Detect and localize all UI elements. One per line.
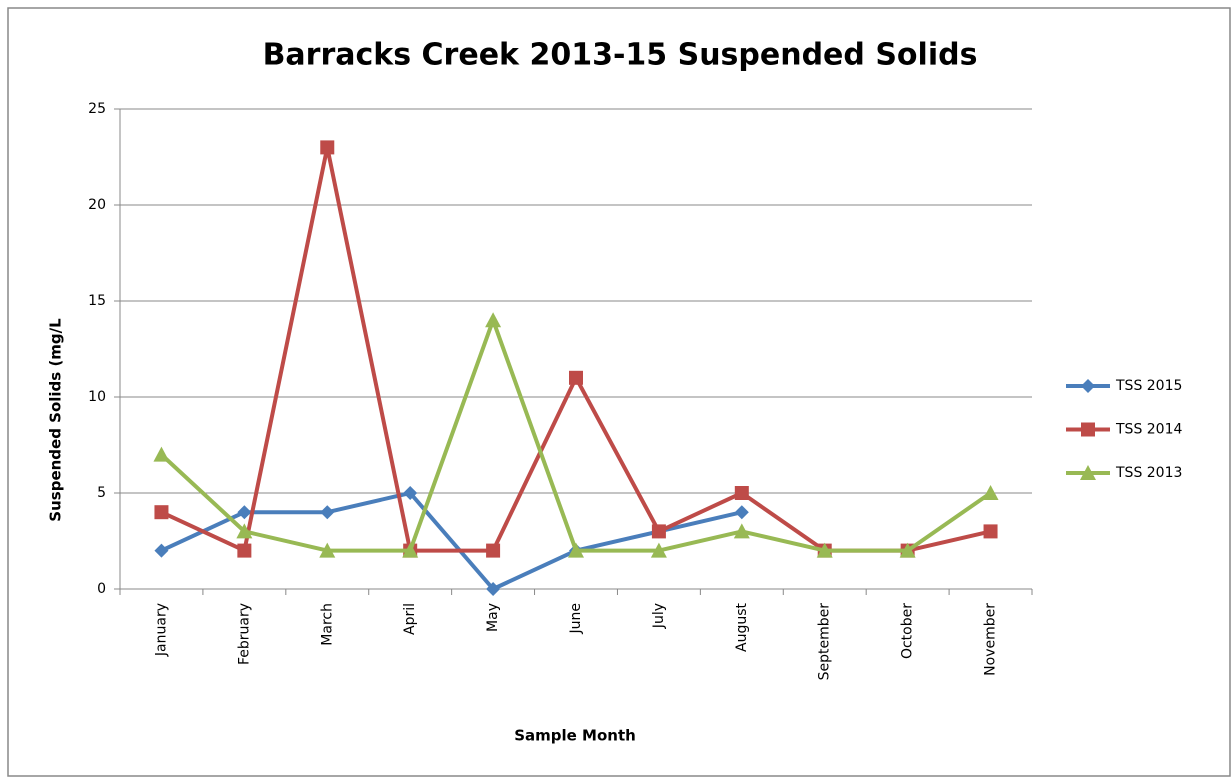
x-tick-label: January: [153, 603, 169, 657]
y-tick-label: 25: [88, 101, 106, 117]
y-tick-label: 10: [88, 389, 106, 405]
x-tick-label: October: [900, 603, 916, 659]
y-tick-label: 15: [88, 293, 106, 309]
marker: [1081, 422, 1095, 437]
marker: [734, 505, 749, 520]
y-tick-label: 5: [97, 485, 106, 501]
chart-frame: [7, 7, 1231, 777]
x-tick-label: August: [734, 602, 750, 652]
chart-title: Barracks Creek 2013-15 Suspended Solids: [263, 38, 978, 73]
marker: [816, 542, 833, 558]
marker: [402, 542, 419, 558]
y-tick-label: 0: [97, 581, 106, 597]
x-tick-label: March: [319, 603, 335, 646]
x-tick-label: July: [651, 603, 667, 629]
marker: [237, 505, 252, 520]
x-axis-label: Sample Month: [514, 727, 636, 745]
marker: [983, 524, 998, 539]
marker: [237, 543, 252, 558]
legend-label: TSS 2014: [1115, 422, 1182, 438]
y-tick-label: 20: [88, 197, 106, 213]
marker: [734, 486, 749, 500]
marker: [733, 523, 750, 539]
marker: [569, 370, 583, 385]
y-axis-label: Suspended Solids (mg/L: [47, 318, 65, 522]
marker: [485, 312, 502, 328]
x-tick-label: June: [568, 603, 584, 635]
marker: [486, 582, 501, 596]
legend-label: TSS 2013: [1115, 465, 1182, 481]
marker: [320, 505, 335, 520]
marker: [486, 543, 501, 558]
marker: [154, 505, 169, 520]
x-tick-label: September: [817, 603, 833, 681]
marker: [320, 140, 335, 155]
x-tick-label: May: [485, 603, 501, 632]
series-line: [160, 491, 743, 591]
marker: [899, 542, 916, 558]
marker: [1081, 379, 1095, 393]
marker: [154, 543, 169, 558]
marker: [403, 486, 418, 500]
x-tick-label: February: [236, 603, 252, 665]
marker: [568, 542, 584, 558]
marker: [319, 542, 336, 558]
marker: [153, 446, 170, 462]
marker: [651, 524, 666, 539]
legend-label: TSS 2015: [1115, 378, 1182, 394]
marker: [1080, 465, 1096, 480]
marker: [650, 542, 667, 558]
x-tick-label: April: [402, 603, 418, 635]
marker: [236, 523, 253, 539]
x-tick-label: November: [983, 603, 999, 676]
marker: [982, 485, 999, 500]
